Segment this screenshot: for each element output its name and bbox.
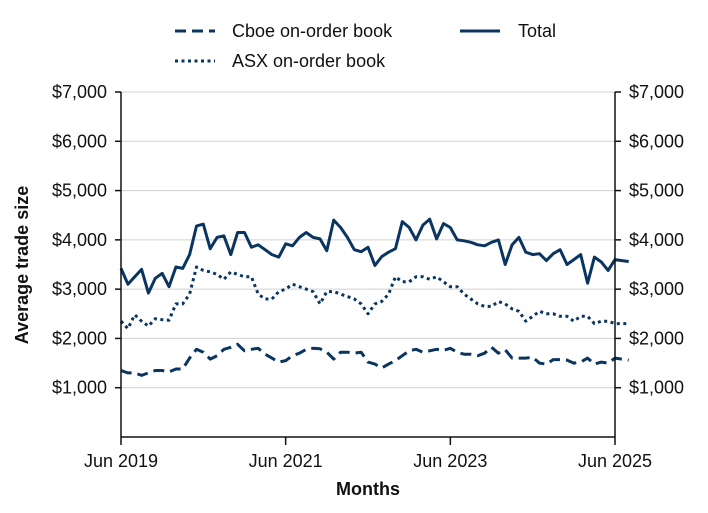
y-tick-label-right: $4,000 — [629, 230, 684, 250]
legend-label-cboe: Cboe on-order book — [232, 21, 393, 41]
y-tick-label-left: $1,000 — [52, 378, 107, 398]
x-axis-title: Months — [336, 479, 400, 499]
y-tick-label-right: $7,000 — [629, 82, 684, 102]
gridlines — [121, 91, 615, 389]
legend-label-total: Total — [518, 21, 556, 41]
series-line-total — [119, 217, 629, 295]
y-tick-label-right: $2,000 — [629, 328, 684, 348]
x-tick-label: Jun 2023 — [413, 451, 487, 471]
y-tick-label-left: $4,000 — [52, 230, 107, 250]
x-tick-label: Jun 2025 — [578, 451, 652, 471]
y-tick-label-right: $1,000 — [629, 378, 684, 398]
y-tick-label-left: $2,000 — [52, 328, 107, 348]
series-lines — [119, 217, 629, 377]
series-line-asx — [119, 265, 629, 331]
y-tick-label-left: $6,000 — [52, 131, 107, 151]
y-tick-label-right: $5,000 — [629, 181, 684, 201]
x-tick-label: Jun 2019 — [84, 451, 158, 471]
legend-item-cboe: Cboe on-order book — [175, 21, 393, 41]
legend-item-asx: ASX on-order book — [175, 51, 386, 71]
legend-item-total: Total — [460, 21, 556, 41]
series-line-cboe — [120, 342, 629, 377]
y-tick-label-right: $6,000 — [629, 131, 684, 151]
axes — [115, 91, 621, 445]
legend-label-asx: ASX on-order book — [232, 51, 386, 71]
x-tick-label: Jun 2021 — [249, 451, 323, 471]
y-axis-title: Average trade size — [12, 186, 32, 344]
legend: Cboe on-order book ASX on-order book Tot… — [175, 21, 556, 71]
y-tick-label-left: $5,000 — [52, 181, 107, 201]
y-tick-label-left: $3,000 — [52, 279, 107, 299]
y-tick-label-right: $3,000 — [629, 279, 684, 299]
y-tick-label-left: $7,000 — [52, 82, 107, 102]
tick-labels: $1,000 $1,000 $2,000 $2,000 $3,000 $3,000 $4,0… — [52, 82, 684, 471]
